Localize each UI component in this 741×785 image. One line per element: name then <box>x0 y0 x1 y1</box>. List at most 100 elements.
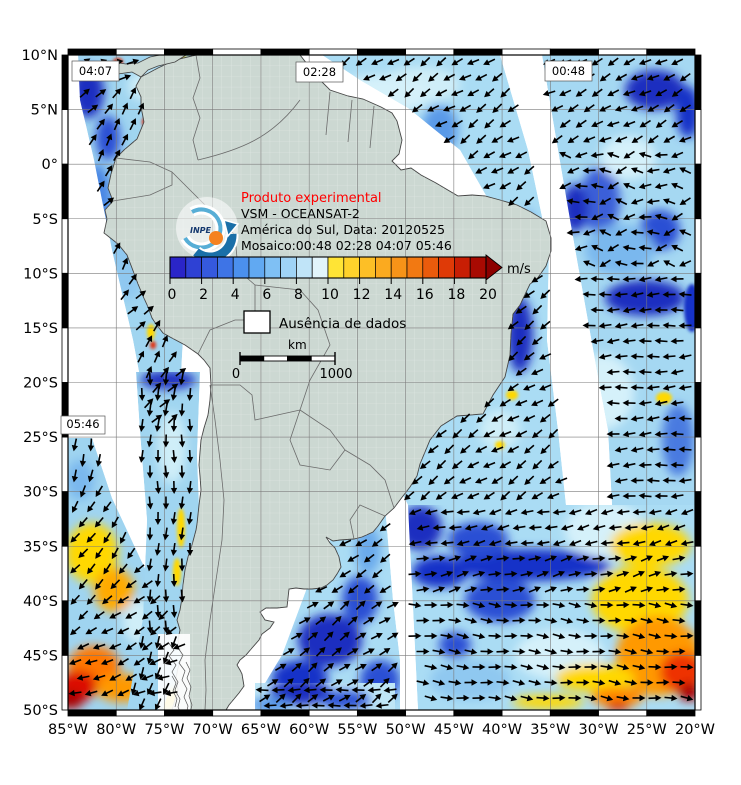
lon-tick-label: 40°W <box>482 722 522 738</box>
lat-tick-label: 10°S <box>23 266 58 282</box>
logo-text: INPE <box>190 226 212 235</box>
frame-segment <box>62 328 68 383</box>
colorbar-cell <box>391 257 407 278</box>
lon-tick-label: 65°W <box>241 722 281 738</box>
colorbar-cell <box>360 257 376 278</box>
scalebar-unit: km <box>288 338 307 352</box>
lon-tick-label: 20°W <box>675 722 715 738</box>
speed-patch <box>177 508 185 548</box>
product-title: VSM - OCEANSAT-2 <box>241 206 360 221</box>
swath-time-label: 04:07 <box>79 64 112 78</box>
colorbar-cell <box>217 257 233 278</box>
frame-segment <box>62 164 68 219</box>
colorbar-tick-label: 6 <box>262 287 271 303</box>
frame-segment <box>68 710 116 716</box>
speed-patch <box>465 578 535 622</box>
frame-segment <box>695 492 701 547</box>
lat-tick-label: 35°S <box>23 539 58 555</box>
colorbar-cell <box>233 257 249 278</box>
lat-tick-label: 45°S <box>23 648 58 664</box>
speed-patch <box>342 576 378 624</box>
lon-tick-label: 60°W <box>289 722 329 738</box>
frame-segment <box>116 710 164 716</box>
frame-segment <box>550 710 598 716</box>
frame-segment <box>454 710 502 716</box>
lat-tick-label: 15°S <box>23 321 58 337</box>
experimental-note: Produto experimental <box>241 191 382 206</box>
scalebar-end: 1000 <box>319 367 352 382</box>
lat-tick-label: 30°S <box>23 485 58 501</box>
colorbar-cell <box>170 257 186 278</box>
colorbar-cell <box>454 257 470 278</box>
frame-segment <box>68 49 116 55</box>
frame-segment <box>261 49 309 55</box>
frame-segment <box>647 710 695 716</box>
inpe-logo: INPE <box>176 197 238 259</box>
swath-time-label: 00:48 <box>552 64 585 78</box>
swath-time-label: 05:46 <box>66 417 99 431</box>
speed-patch <box>150 341 156 349</box>
colorbar-cell <box>375 257 391 278</box>
lon-tick-label: 80°W <box>96 722 136 738</box>
lon-tick-label: 50°W <box>386 722 426 738</box>
colorbar-tick-label: 0 <box>168 287 177 303</box>
speed-patch <box>506 390 518 400</box>
speed-patch <box>422 105 458 155</box>
colorbar-tick-label: 2 <box>199 287 208 303</box>
colorbar-tick-label: 10 <box>321 287 339 303</box>
frame-segment <box>695 546 701 601</box>
colorbar-tick-label: 12 <box>353 287 371 303</box>
frame-segment <box>213 49 261 55</box>
colorbar-tick-label: 4 <box>231 287 240 303</box>
colorbar-cell <box>439 257 455 278</box>
frame-segment <box>62 601 68 656</box>
scalebar-segment <box>264 356 288 361</box>
colorbar-cell <box>281 257 297 278</box>
colorbar-cell <box>296 257 312 278</box>
lon-tick-label: 55°W <box>337 722 377 738</box>
scalebar-segment <box>311 356 335 361</box>
scalebar-segment <box>240 356 264 361</box>
colorbar-unit-label: m/s <box>507 262 531 277</box>
colorbar-tick-label: 14 <box>384 287 402 303</box>
frame-segment <box>62 55 68 110</box>
lon-tick-label: 70°W <box>193 722 233 738</box>
frame-segment <box>502 49 550 55</box>
colorbar-tick-label: 20 <box>479 287 497 303</box>
frame-segment <box>309 49 357 55</box>
frame-segment <box>695 383 701 438</box>
colorbar-cell <box>328 257 344 278</box>
speed-patch <box>625 70 685 110</box>
frame-segment <box>62 273 68 328</box>
frame-segment <box>647 49 695 55</box>
frame-segment <box>695 110 701 165</box>
colorbar-cell <box>423 257 439 278</box>
lon-tick-label: 85°W <box>48 722 88 738</box>
frame-segment <box>695 273 701 328</box>
scalebar-segment <box>288 356 312 361</box>
frame-segment <box>164 710 212 716</box>
frame-segment <box>695 655 701 710</box>
lat-tick-label: 0° <box>42 157 58 173</box>
colorbar-tick-label: 8 <box>294 287 303 303</box>
speed-patch <box>94 568 134 612</box>
lon-tick-label: 25°W <box>627 722 667 738</box>
colorbar-cell <box>265 257 281 278</box>
frame-segment <box>406 710 454 716</box>
frame-segment <box>550 49 598 55</box>
colorbar-cell <box>202 257 218 278</box>
frame-segment <box>62 437 68 492</box>
mosaic-times: Mosaico:00:48 02:28 04:07 05:46 <box>241 238 452 253</box>
lat-tick-label: 50°S <box>23 703 58 719</box>
region-date: América do Sul, Data: 20120525 <box>241 222 445 237</box>
frame-segment <box>62 219 68 274</box>
frame-segment <box>357 49 405 55</box>
frame-segment <box>454 49 502 55</box>
scalebar-start: 0 <box>232 367 240 382</box>
frame-segment <box>261 710 309 716</box>
frame-segment <box>599 49 647 55</box>
lon-tick-label: 35°W <box>530 722 570 738</box>
logo-orange-dot <box>209 231 223 245</box>
frame-segment <box>599 710 647 716</box>
